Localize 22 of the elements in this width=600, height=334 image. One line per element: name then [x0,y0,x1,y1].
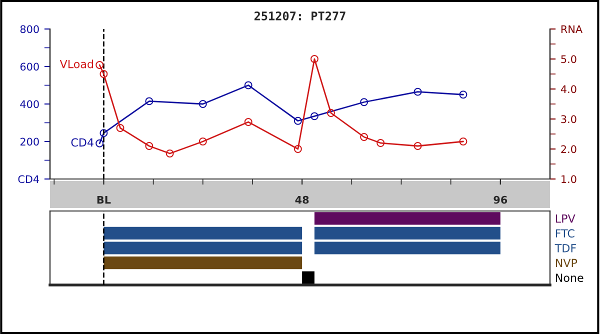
y2-tick-label: RNA [561,25,582,33]
y-tick-label: NVP [556,258,578,268]
x-tick-label: 96 [494,196,508,204]
y-tick-label: TDF [554,244,576,252]
y-tick-label: CD4 [18,175,39,184]
y2-tick-label: 3.0 [561,115,576,124]
y-tick-label: None [556,274,584,282]
y2-tick-label: 2.0 [561,145,576,154]
y-tick-label: 800 [20,25,39,34]
series-label: VLoad [60,60,94,68]
y2-tick-label: 1.0 [562,175,576,184]
y-tick-label: LPV [556,214,576,223]
x-tick-label: 48 [295,196,309,204]
chart-title: 251207: PT277 [254,11,346,20]
y-tick-label: 600 [20,62,39,71]
y2-tick-label: 5.0 [561,55,576,64]
y-tick-label: 200 [20,138,39,146]
x-tick-label: BL [97,196,111,204]
y-tick-label: 400 [20,100,39,108]
series-label: CD4 [71,138,94,147]
y-tick-label: FTC [556,229,574,238]
y2-tick-label: 4.0 [560,85,576,94]
